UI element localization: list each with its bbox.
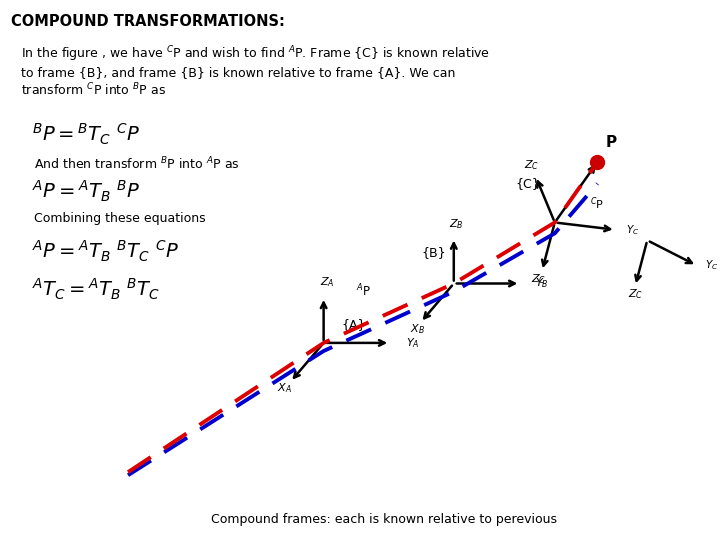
Text: $^{A}P={}^{A}T_{B}\ {}^{B}P$: $^{A}P={}^{A}T_{B}\ {}^{B}P$ bbox=[32, 179, 140, 205]
Text: $^{A}T_{C}={}^{A}T_{B}\ {}^{B}T_{C}$: $^{A}T_{C}={}^{A}T_{B}\ {}^{B}T_{C}$ bbox=[32, 276, 161, 302]
Text: $Y_C$: $Y_C$ bbox=[706, 259, 719, 273]
Text: $Y_A$: $Y_A$ bbox=[406, 336, 419, 350]
Text: $Z_C$: $Z_C$ bbox=[531, 272, 546, 286]
Text: $Z_B$: $Z_B$ bbox=[449, 217, 463, 231]
Text: Compound frames: each is known relative to perevious: Compound frames: each is known relative … bbox=[211, 514, 557, 526]
Text: {A}: {A} bbox=[341, 319, 366, 332]
Text: Combining these equations: Combining these equations bbox=[34, 212, 206, 225]
Text: $^{B}P={}^{B}T_{C}\ {}^{C}P$: $^{B}P={}^{B}T_{C}\ {}^{C}P$ bbox=[32, 122, 140, 147]
Text: $Z_C$: $Z_C$ bbox=[628, 287, 643, 301]
Text: $Y_C$: $Y_C$ bbox=[626, 223, 639, 237]
Text: $X_B$: $X_B$ bbox=[410, 322, 425, 336]
Text: $Z_A$: $Z_A$ bbox=[320, 275, 335, 289]
Text: And then transform $^{B}$P into $^{A}$P as: And then transform $^{B}$P into $^{A}$P … bbox=[34, 156, 240, 172]
Text: $Y_B$: $Y_B$ bbox=[534, 276, 548, 291]
Text: $^{A}$P: $^{A}$P bbox=[356, 283, 371, 300]
Text: $^{A}P={}^{A}T_{B}\ {}^{B}T_{C}\ {}^{C}P$: $^{A}P={}^{A}T_{B}\ {}^{B}T_{C}\ {}^{C}P… bbox=[32, 239, 179, 264]
Text: P: P bbox=[606, 135, 617, 150]
Text: $X_A$: $X_A$ bbox=[277, 382, 292, 395]
Text: {B}: {B} bbox=[422, 246, 446, 259]
Text: $Z_C$: $Z_C$ bbox=[524, 158, 540, 172]
Text: {C}: {C} bbox=[516, 177, 541, 190]
Text: $^{C}$P: $^{C}$P bbox=[590, 195, 605, 212]
Text: In the figure , we have $^{C}$P and wish to find $^{A}$P. Frame {C} is known rel: In the figure , we have $^{C}$P and wish… bbox=[22, 44, 490, 98]
Text: COMPOUND TRANSFORMATIONS:: COMPOUND TRANSFORMATIONS: bbox=[11, 14, 284, 29]
